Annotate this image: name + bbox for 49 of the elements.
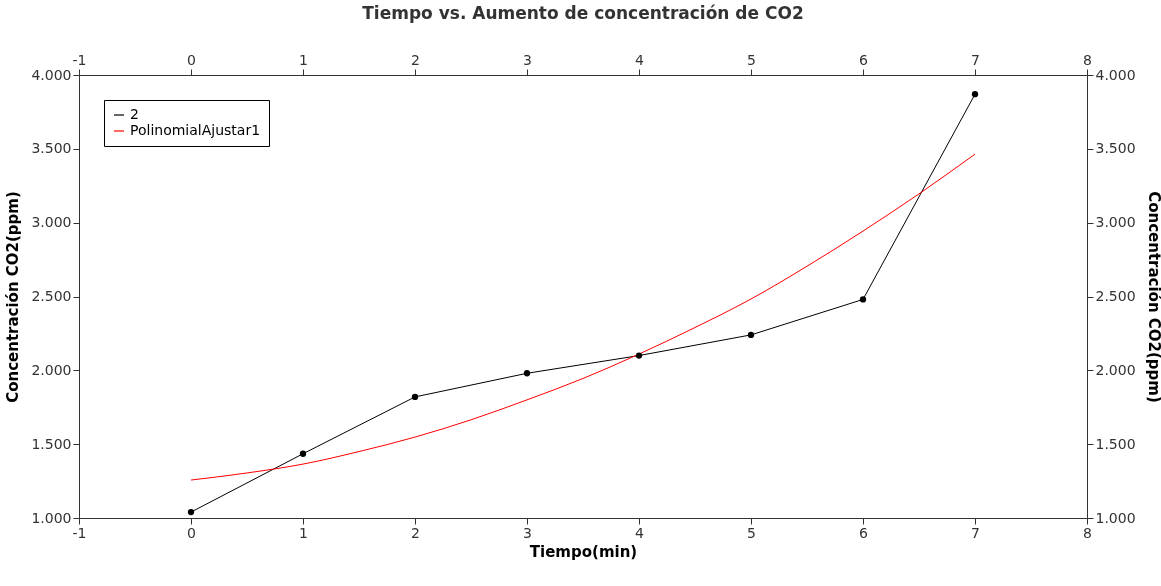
y-tick-label: 1.000 (31, 509, 72, 526)
x-tick-label: 8 (1083, 524, 1092, 541)
y2-tick-label: 3.500 (1095, 140, 1136, 157)
point (411, 393, 419, 401)
y2-tick-label: 1.000 (1095, 509, 1136, 526)
x-tick-label: 1 (299, 524, 308, 541)
legend-label: 2 (130, 106, 139, 122)
x-tick-label: 4 (635, 524, 645, 541)
x2-tick-label: 1 (299, 51, 308, 68)
chart-title: Tiempo vs. Aumento de concentración de CO2 (362, 3, 804, 23)
y-axis-title: Concentración CO2(ppm) (4, 191, 23, 403)
x2-tick-label: 3 (523, 51, 532, 68)
x-tick-label: 2 (411, 524, 420, 541)
point (187, 508, 195, 516)
point (635, 352, 643, 359)
x2-tick-label: 5 (747, 51, 756, 68)
point (299, 450, 307, 457)
x2-tick-label: 7 (971, 51, 980, 68)
y2-tick-label: 2.500 (1095, 288, 1136, 304)
x-tick-label: 6 (859, 524, 869, 541)
x2-tick-label: 6 (859, 51, 869, 68)
y-tick-label: 1.500 (31, 435, 72, 452)
y-tick-label: 4.000 (31, 66, 72, 83)
x-tick-label: 5 (747, 524, 756, 541)
point (747, 331, 755, 339)
x-tick-label: 3 (523, 524, 532, 541)
line-series (190, 153, 976, 481)
x2-tick-label: 0 (187, 51, 196, 68)
y2-tick-label: 2.000 (1095, 361, 1136, 378)
point (859, 296, 867, 303)
y2-tick-label: 3.000 (1095, 214, 1136, 231)
y-tick-label: 2.000 (31, 361, 72, 378)
x-tick-label: 0 (187, 524, 196, 541)
y-tick-label: 3.000 (31, 214, 72, 231)
legend-label: PolinomialAjustar1 (130, 122, 261, 138)
x2-tick-label: 2 (411, 51, 420, 68)
x-tick-label: 7 (971, 524, 980, 541)
x2-tick-label: 4 (635, 51, 645, 68)
y-tick-label: 3.500 (31, 140, 72, 157)
x-axis-title: Tiempo(min) (529, 542, 638, 561)
y2-axis-title: Concentración CO2(ppm) (1144, 191, 1161, 403)
y2-tick-label: 4.000 (1095, 66, 1136, 83)
point (523, 370, 531, 377)
point (971, 91, 979, 98)
y2-tick-label: 1.500 (1095, 435, 1136, 452)
x2-tick-label: 8 (1083, 51, 1092, 68)
x2-tick-label: -1 (72, 51, 87, 68)
x-tick-label: -1 (72, 524, 87, 541)
y-tick-label: 2.500 (31, 288, 72, 304)
